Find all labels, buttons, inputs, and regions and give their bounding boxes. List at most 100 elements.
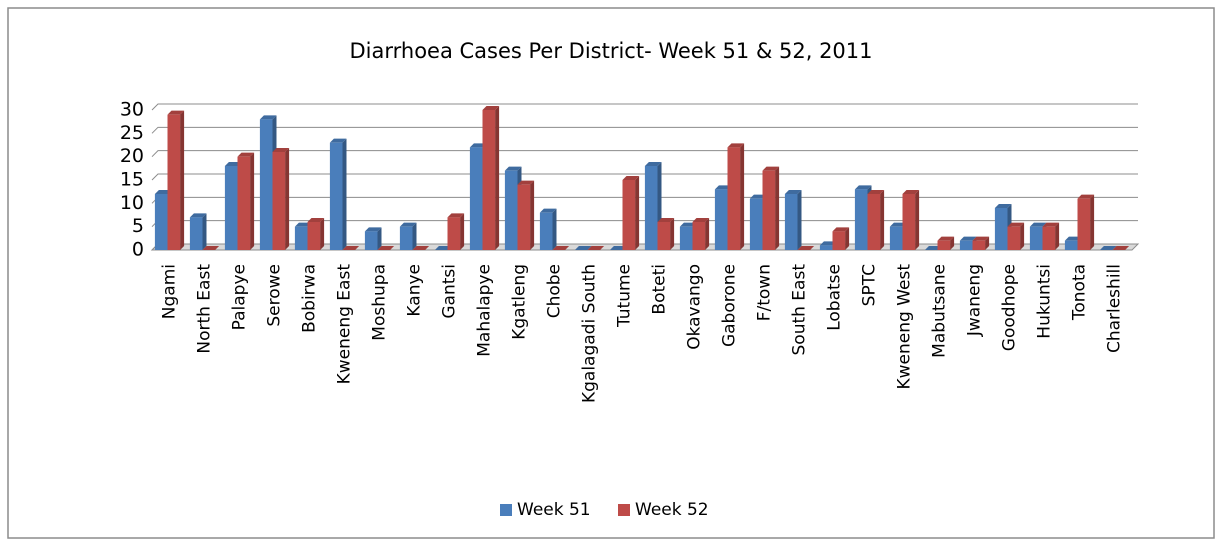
x-tick-label: Okavango [685, 264, 705, 350]
y-tick-label: 15 [120, 169, 144, 191]
bar-top [189, 213, 207, 218]
bar-face [749, 198, 763, 250]
bar-top [434, 246, 452, 250]
bar-face [994, 208, 1008, 250]
grid-line [151, 150, 1138, 158]
bar [937, 236, 955, 250]
bar-side [250, 152, 255, 250]
bar-face [447, 217, 461, 250]
bar-side [1055, 222, 1060, 250]
bar-face [294, 226, 308, 250]
bar-top [959, 236, 977, 241]
bar-top [504, 166, 522, 171]
y-tick-label: 5 [132, 215, 144, 237]
bar-face [1042, 226, 1056, 250]
x-tick-label: South East [790, 264, 810, 356]
x-tick-label: Kgatleng [510, 264, 530, 340]
x-tick-label: Hukuntsi [1035, 264, 1055, 339]
bar-face [259, 119, 273, 250]
bar-top [622, 176, 640, 180]
bar [447, 213, 465, 250]
bar-face [959, 240, 973, 250]
y-tick-label: 0 [132, 239, 144, 261]
bar-side [705, 218, 710, 250]
bar-face [1077, 198, 1091, 250]
bar-side [775, 166, 780, 250]
bar-top [167, 110, 185, 115]
bar-face [972, 240, 986, 250]
bar-side [915, 190, 920, 250]
x-tick-label: Kgalagadi South [580, 264, 600, 403]
bar-top [469, 143, 487, 148]
bar-top [714, 185, 732, 190]
bar-side [797, 190, 802, 250]
y-tick-label: 25 [120, 122, 144, 144]
bar-top [644, 162, 662, 166]
x-tick-label: F/town [755, 264, 775, 321]
bar [622, 176, 640, 250]
bar-top [1064, 236, 1082, 241]
bar-side [495, 106, 500, 250]
chart-title: Diarrhoea Cases Per District- Week 51 & … [349, 39, 872, 63]
bar [692, 218, 710, 250]
bar-top [692, 218, 710, 222]
bar-top [902, 190, 920, 194]
bar [574, 246, 592, 250]
bar-top [1029, 222, 1047, 227]
bar-top [762, 166, 780, 171]
x-tick-label: Goodhope [1000, 264, 1020, 351]
bar-face [762, 170, 776, 250]
bar-face [819, 245, 833, 250]
bar-top [342, 246, 360, 250]
grid-line [151, 173, 1138, 181]
y-tick-label: 10 [120, 192, 144, 214]
y-tick-label: 30 [120, 99, 144, 121]
bar-face [679, 226, 693, 250]
bar-top [937, 236, 955, 241]
bar-top [832, 227, 850, 232]
legend-label: Week 51 [517, 500, 591, 520]
bar-side [285, 148, 290, 250]
bar-side [180, 110, 185, 251]
bar-face [329, 142, 343, 250]
bar-face [622, 180, 636, 250]
x-tick-label: Gantsi [440, 264, 460, 319]
x-tick-label: Gaborone [720, 264, 740, 347]
bar-top [224, 162, 242, 166]
bar [1007, 222, 1025, 250]
bar [924, 246, 942, 250]
bar [434, 246, 452, 250]
x-tick-label: Charleshill [1105, 264, 1125, 353]
bar-top [924, 246, 942, 250]
x-tick-label: Bobirwa [300, 264, 320, 333]
bar [237, 152, 255, 250]
bar-side [740, 143, 745, 250]
x-tick-label: Boteti [650, 264, 670, 315]
bar-face [867, 194, 881, 250]
bar-top [819, 241, 837, 246]
bar-face [692, 222, 706, 250]
grid-line [151, 103, 1138, 111]
bar [272, 148, 290, 250]
bar [342, 246, 360, 250]
bar-face [272, 152, 286, 250]
bar-side [530, 180, 535, 250]
bar-side [985, 236, 990, 250]
bar-top [377, 246, 395, 250]
bar [307, 218, 325, 250]
x-tick-label: Mabutsane [930, 264, 950, 358]
bar [329, 138, 347, 250]
bar-top [259, 115, 277, 120]
bar-face [1064, 240, 1078, 250]
bar-top [272, 148, 290, 152]
x-tick-label: Kweneng West [895, 264, 915, 390]
bar-top [657, 218, 675, 222]
bar [364, 227, 382, 250]
bar-top [972, 236, 990, 241]
bar-side [1020, 222, 1025, 250]
x-tick-label: Serowe [265, 264, 285, 327]
bar [399, 222, 417, 250]
bar [202, 246, 220, 250]
bar [972, 236, 990, 250]
bar [517, 180, 535, 250]
